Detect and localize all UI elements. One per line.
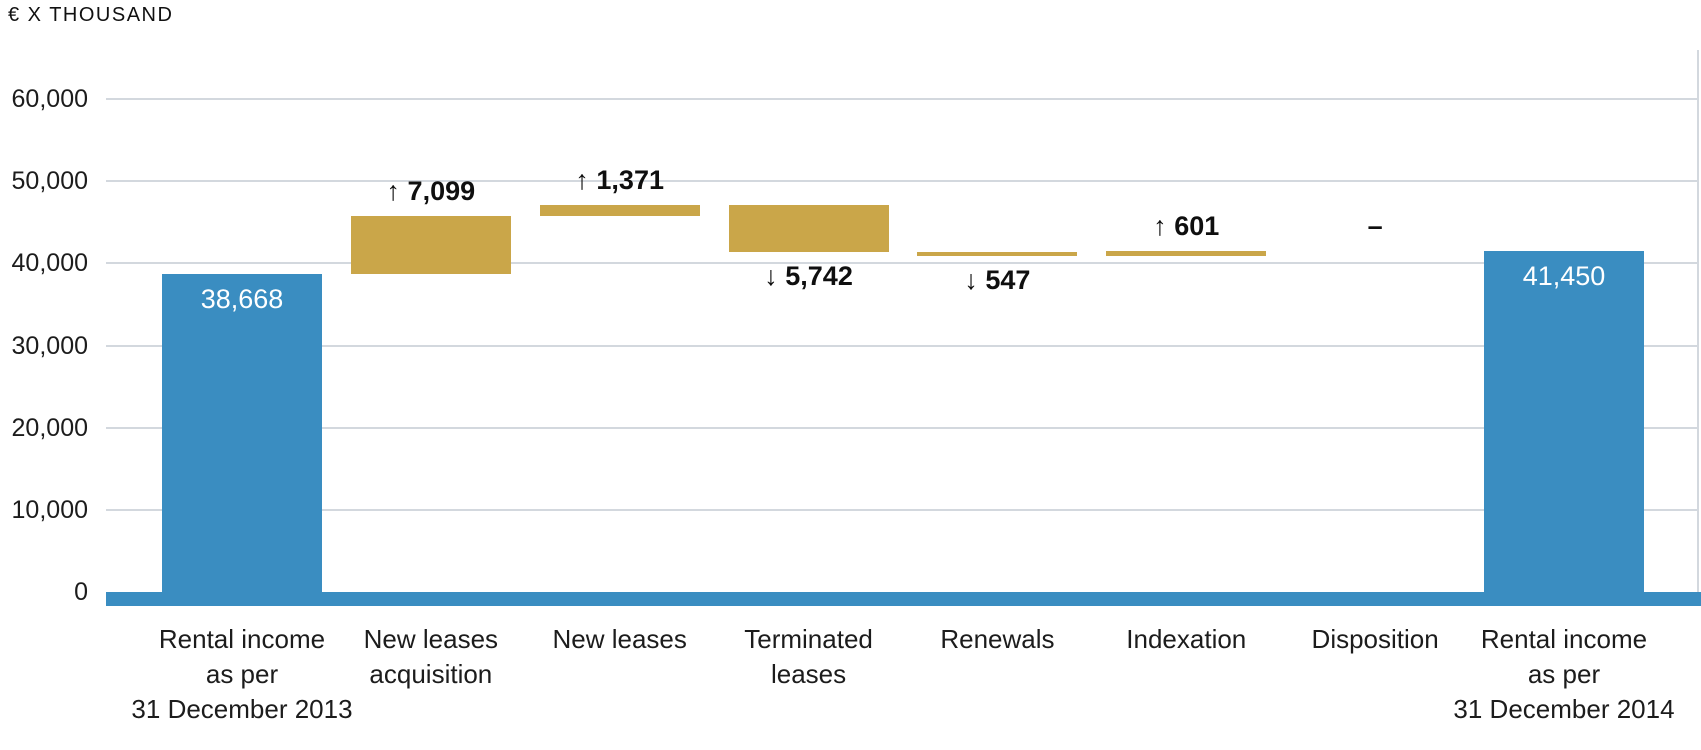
gridline [106, 180, 1699, 183]
category-label: Renewals [877, 622, 1117, 657]
category-label-line: Renewals [940, 624, 1055, 654]
category-label: Terminated leases [689, 622, 929, 692]
total-value-label: 38,668 [200, 284, 284, 315]
category-label: New leases acquisition [311, 622, 551, 692]
category-label: Indexation [1066, 622, 1306, 657]
category-label-line: Terminated [744, 624, 873, 654]
delta-bar [917, 251, 1078, 257]
zero-change-label: – [1367, 211, 1383, 242]
delta-bar [350, 215, 511, 275]
total-bar [1483, 251, 1644, 592]
gridline [106, 508, 1699, 511]
delta-label: ↑ 7,099 [386, 175, 476, 206]
y-axis-tick-label: 40,000 [11, 249, 88, 278]
category-label-line: Indexation [1126, 624, 1247, 654]
delta-label: ↑ 601 [1153, 211, 1220, 242]
y-axis-tick-label: 20,000 [11, 413, 88, 442]
category-label-line: Disposition [1311, 624, 1439, 654]
category-label: Rental income as per 31 December 2013 [122, 622, 362, 727]
category-label-line: New leases [363, 624, 499, 654]
category-label: Rental income as per 31 December 2014 [1444, 622, 1684, 727]
delta-bar [539, 204, 700, 216]
delta-bar [728, 204, 889, 252]
category-label-line: Rental income [1480, 624, 1648, 654]
y-axis-tick-label: 0 [74, 578, 88, 606]
delta-label: ↓ 5,742 [764, 260, 853, 291]
y-axis-tick-label: 60,000 [11, 85, 88, 113]
y-axis-tick-label: 30,000 [11, 331, 88, 360]
category-label-line: Rental income [158, 624, 326, 654]
category-label-line: New leases [552, 624, 687, 654]
category-label: Disposition [1255, 622, 1495, 657]
x-axis-baseline [106, 592, 1701, 606]
y-axis-tick-label: 10,000 [11, 495, 88, 524]
category-label-line: as per [1527, 659, 1601, 689]
total-bar [162, 274, 322, 592]
category-label-line: acquisition [369, 659, 493, 689]
total-value-label: 41,450 [1522, 261, 1606, 292]
category-label-line: leases [770, 659, 847, 689]
y-axis-tick-label: 50,000 [11, 167, 88, 196]
gridline [106, 426, 1699, 429]
category-label: New leases [500, 622, 740, 657]
gridline [106, 98, 1699, 100]
delta-label: ↓ 547 [964, 265, 1031, 296]
category-label-line: 31 December 2013 [131, 694, 353, 724]
category-label-line: as per [205, 659, 279, 689]
gridline [106, 344, 1699, 347]
delta-bar [1106, 251, 1267, 257]
plot-right-border [1697, 50, 1699, 592]
category-label-line: 31 December 2014 [1453, 694, 1675, 724]
delta-label: ↑ 1,371 [575, 164, 664, 195]
gridline [106, 262, 1699, 265]
y-axis-unit-label: € X THOUSAND [8, 4, 174, 26]
